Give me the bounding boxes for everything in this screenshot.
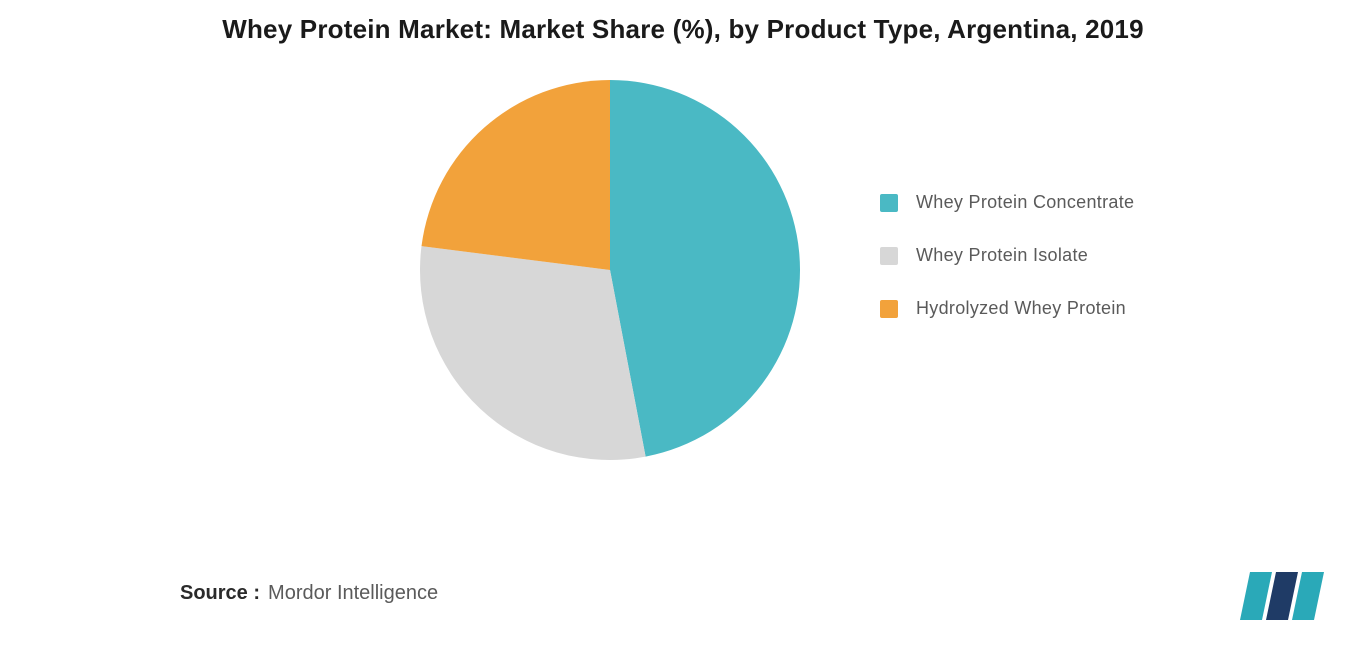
legend: Whey Protein Concentrate Whey Protein Is… (880, 160, 1240, 351)
logo-bar-icon (1240, 572, 1272, 620)
logo-bar-icon (1266, 572, 1298, 620)
legend-item: Hydrolyzed Whey Protein (880, 298, 1240, 319)
chart-container: Whey Protein Market: Market Share (%), b… (0, 0, 1366, 655)
legend-label: Hydrolyzed Whey Protein (916, 298, 1126, 319)
pie-slice (610, 80, 800, 457)
pie-slice (421, 80, 610, 270)
chart-title: Whey Protein Market: Market Share (%), b… (0, 14, 1366, 45)
source-label: Source : (180, 582, 260, 605)
legend-item: Whey Protein Isolate (880, 245, 1240, 266)
legend-swatch-icon (880, 300, 898, 318)
source-value: Mordor Intelligence (268, 582, 438, 605)
mordor-logo-icon (1236, 570, 1326, 625)
legend-swatch-icon (880, 247, 898, 265)
pie-chart (420, 80, 800, 460)
legend-label: Whey Protein Concentrate (916, 192, 1134, 213)
logo-bar-icon (1292, 572, 1324, 620)
legend-item: Whey Protein Concentrate (880, 192, 1240, 213)
source-line: Source : Mordor Intelligence (180, 582, 438, 605)
legend-swatch-icon (880, 194, 898, 212)
legend-label: Whey Protein Isolate (916, 245, 1088, 266)
